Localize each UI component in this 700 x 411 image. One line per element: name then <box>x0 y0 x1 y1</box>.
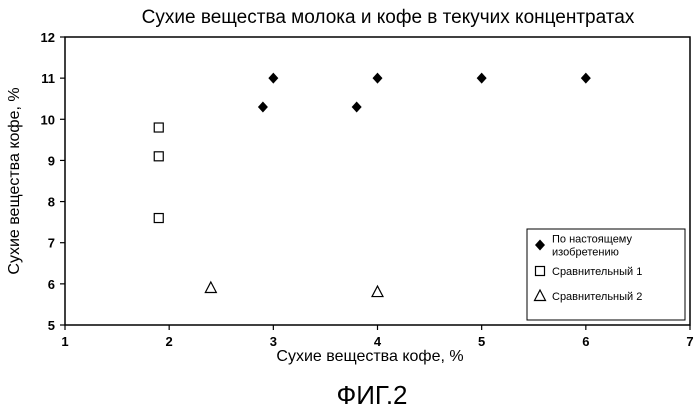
data-point-triangle <box>372 286 383 297</box>
legend-label: По настоящему <box>552 234 632 246</box>
y-tick-label: 8 <box>48 195 55 210</box>
legend-marker-square <box>536 267 545 276</box>
data-point-diamond <box>268 73 278 84</box>
data-point-square <box>154 123 163 132</box>
y-tick-label: 11 <box>41 71 55 86</box>
figure-caption: ФИГ.2 <box>336 380 407 410</box>
data-point-diamond <box>373 73 383 84</box>
chart-title: Сухие вещества молока и кофе в текучих к… <box>142 7 635 28</box>
y-axis-label: Сухие вещества кофе, % <box>6 87 23 274</box>
data-point-diamond <box>258 101 268 112</box>
x-axis-label: Сухие вещества кофе, % <box>276 348 463 365</box>
y-tick-label: 7 <box>48 236 55 251</box>
data-points <box>154 73 591 297</box>
y-axis-ticks: 5 6 7 8 9 10 11 12 <box>41 30 65 333</box>
x-tick-label: 4 <box>374 334 382 349</box>
y-tick-label: 5 <box>48 318 55 333</box>
x-axis-ticks: 1 2 3 4 5 6 7 <box>61 325 693 349</box>
data-point-square <box>154 214 163 223</box>
legend-label: Сравнительный 1 <box>552 266 642 278</box>
y-tick-label: 6 <box>48 277 55 292</box>
data-point-diamond <box>581 73 591 84</box>
legend-label: изобретению <box>552 247 619 259</box>
data-point-diamond <box>352 101 362 112</box>
data-point-diamond <box>477 73 487 84</box>
legend-label: Сравнительный 2 <box>552 291 642 303</box>
x-tick-label: 2 <box>166 334 173 349</box>
x-tick-label: 6 <box>582 334 589 349</box>
x-tick-label: 5 <box>478 334 485 349</box>
y-tick-label: 12 <box>41 30 55 45</box>
x-tick-label: 3 <box>270 334 277 349</box>
legend: По настоящемуизобретению Сравнительный 1 С… <box>527 229 685 320</box>
y-tick-label: 9 <box>48 153 55 168</box>
data-point-square <box>154 152 163 161</box>
y-tick-label: 10 <box>41 112 55 127</box>
x-tick-label: 1 <box>61 334 68 349</box>
x-tick-label: 7 <box>686 334 693 349</box>
data-point-triangle <box>205 282 216 293</box>
